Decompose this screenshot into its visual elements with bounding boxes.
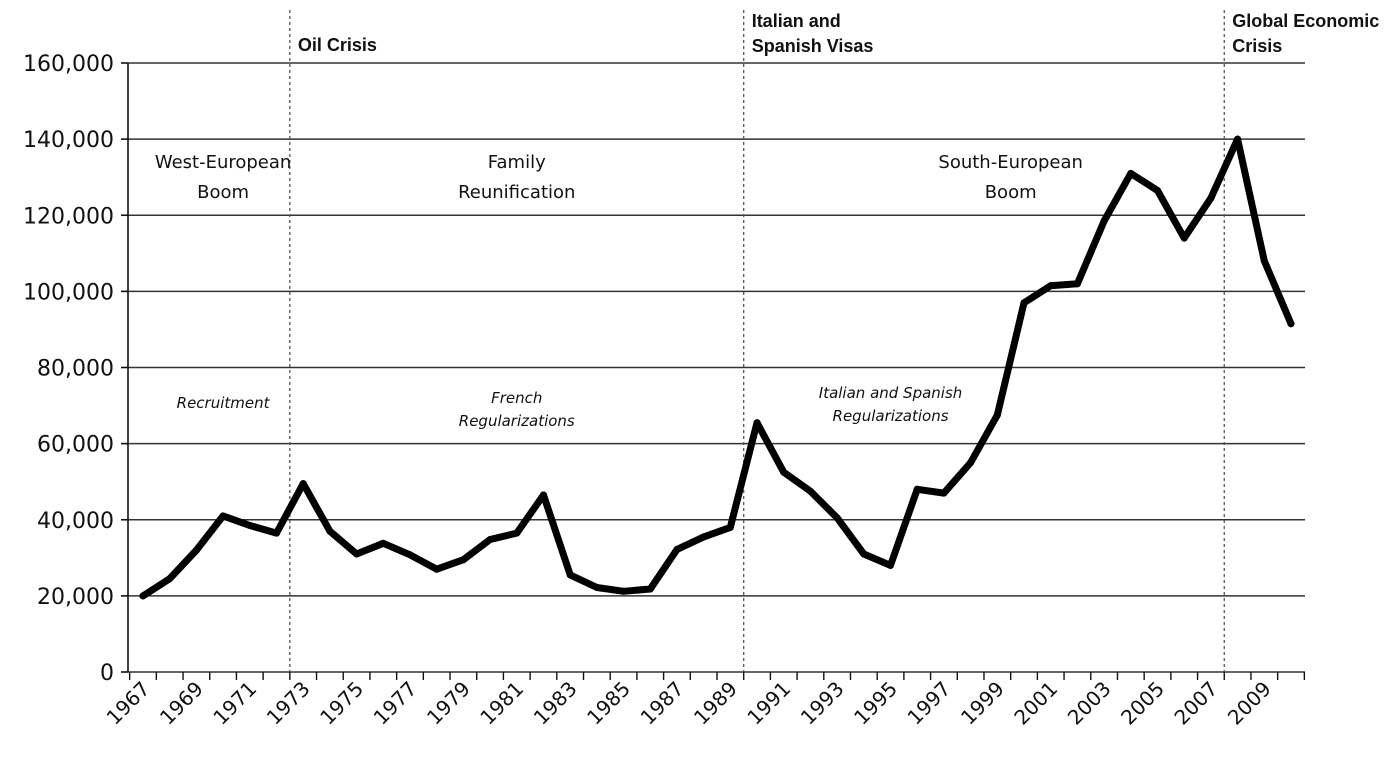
gridlines	[128, 62, 1305, 673]
y-tick-label: 140,000	[23, 128, 114, 153]
data-point	[139, 592, 147, 600]
data-point	[459, 556, 467, 564]
x-tick-label: 1995	[849, 677, 902, 730]
annotations: Oil Crisis Italian and Spanish Visas Global…	[155, 11, 1379, 430]
data-point	[1287, 320, 1295, 328]
data-point	[753, 419, 761, 427]
data-point	[620, 587, 628, 595]
data-point	[1260, 257, 1268, 265]
data-point	[539, 491, 547, 499]
data-point	[833, 514, 841, 522]
x-tick-label: 1987	[636, 677, 689, 730]
data-point	[887, 561, 895, 569]
data-point	[406, 551, 414, 559]
data-point	[566, 571, 574, 579]
period-label: Reunification	[458, 182, 575, 203]
data-point	[913, 485, 921, 493]
event-label: Spanish Visas	[752, 36, 874, 56]
period-label: South-European	[938, 152, 1083, 173]
data-point	[967, 459, 975, 467]
data-point	[513, 529, 521, 537]
data-point	[806, 487, 814, 495]
x-tick-label: 2003	[1063, 677, 1116, 730]
data-point	[646, 585, 654, 593]
data-point	[326, 527, 334, 535]
data-point	[940, 489, 948, 497]
y-tick-label: 100,000	[23, 280, 114, 305]
data-point	[166, 575, 174, 583]
period-label: Boom	[197, 182, 249, 203]
data-point	[1100, 217, 1108, 225]
data-point	[1047, 282, 1055, 290]
y-tick-label: 40,000	[37, 509, 114, 534]
data-point	[673, 545, 681, 553]
x-tick-label: 1997	[902, 677, 955, 730]
data-point	[219, 512, 227, 520]
policy-label: French	[491, 389, 542, 407]
policy-label: Regularizations	[459, 412, 575, 430]
data-point	[1073, 280, 1081, 288]
policy-label: Italian and Spanish	[819, 384, 963, 402]
x-tick-label: 2001	[1009, 677, 1062, 730]
period-label: Boom	[985, 182, 1037, 203]
event-label: Italian and	[752, 11, 841, 31]
data-point	[700, 533, 708, 541]
series-line	[139, 135, 1295, 600]
x-tick-label: 1981	[475, 677, 528, 730]
data-point	[1234, 135, 1242, 143]
x-tick-label: 1985	[582, 677, 635, 730]
data-point	[1127, 169, 1135, 177]
y-tick-label: 120,000	[23, 204, 114, 229]
data-point	[726, 523, 734, 531]
x-tick-label: 1983	[529, 677, 582, 730]
x-tick-label: 1969	[155, 677, 208, 730]
x-tick-label: 1993	[796, 677, 849, 730]
event-label: Oil Crisis	[298, 35, 377, 55]
event-label: Global Economic	[1232, 11, 1379, 31]
x-tick-label: 1977	[369, 677, 422, 730]
x-tick-label: 2007	[1169, 677, 1222, 730]
y-tick-label: 20,000	[37, 585, 114, 610]
event-lines	[289, 10, 1225, 672]
period-label: Family	[488, 152, 546, 173]
data-point	[993, 411, 1001, 419]
data-point	[353, 550, 361, 558]
x-tick-label: 1999	[956, 677, 1009, 730]
x-tick-label: 2009	[1223, 677, 1276, 730]
data-point	[1020, 299, 1028, 307]
data-point	[299, 480, 307, 488]
series	[139, 135, 1295, 600]
y-tick-label: 60,000	[37, 433, 114, 458]
x-tick-label: 1973	[262, 677, 315, 730]
x-tick-label: 1989	[689, 677, 742, 730]
x-tick-label: 1979	[422, 677, 475, 730]
policy-label: Regularizations	[833, 407, 949, 425]
y-tick-label: 160,000	[23, 52, 114, 77]
x-tick-label: 2005	[1116, 677, 1169, 730]
data-point	[860, 550, 868, 558]
data-point	[1207, 194, 1215, 202]
y-tick-label: 0	[100, 661, 114, 686]
data-point	[1180, 234, 1188, 242]
data-point	[486, 536, 494, 544]
data-point	[593, 584, 601, 592]
data-point	[246, 521, 254, 529]
x-tick-label: 1971	[208, 677, 261, 730]
data-point	[1154, 187, 1162, 195]
data-point	[192, 546, 200, 554]
period-label: West-European	[155, 152, 292, 173]
policy-label: Recruitment	[177, 394, 271, 412]
data-point	[433, 565, 441, 573]
data-point	[272, 529, 280, 537]
event-label: Crisis	[1232, 36, 1282, 56]
x-tick-label: 1991	[742, 677, 795, 730]
data-point	[780, 468, 788, 476]
x-tick-label: 1975	[315, 677, 368, 730]
data-point	[379, 539, 387, 547]
y-tick-label: 80,000	[37, 357, 114, 382]
